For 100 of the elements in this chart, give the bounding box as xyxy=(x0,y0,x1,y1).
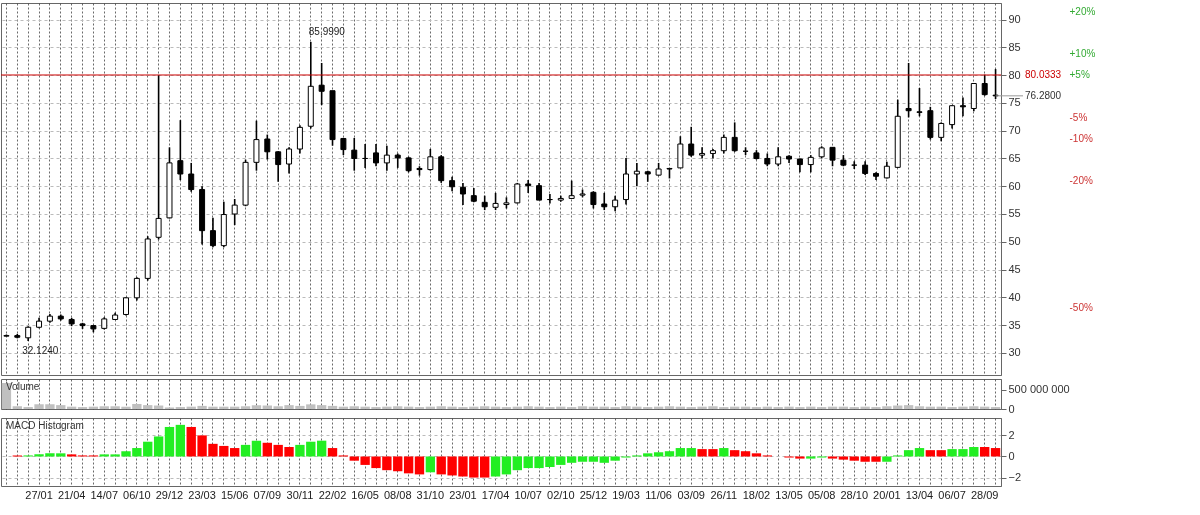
y2-tick-label: +5% xyxy=(1069,69,1090,81)
x-tick-label: 28/09 xyxy=(970,488,999,501)
y-tick-label: 60 xyxy=(1008,179,1021,192)
bar xyxy=(719,448,729,457)
bar xyxy=(730,450,740,457)
x-tick-label: 08/08 xyxy=(383,488,412,501)
candlestick xyxy=(459,182,466,206)
bar xyxy=(751,453,762,457)
candlestick xyxy=(296,124,303,155)
bar xyxy=(414,456,425,475)
candlestick xyxy=(677,135,684,169)
candlestick xyxy=(731,121,738,153)
y2-tick-label: +10% xyxy=(1069,47,1096,59)
candlestick xyxy=(905,62,912,119)
y-tick-label: 500 000 000 xyxy=(1008,383,1070,396)
candlestick xyxy=(568,179,575,200)
bar xyxy=(980,446,990,457)
x-tick-label: 28/10 xyxy=(840,488,869,501)
bar xyxy=(882,456,892,462)
x-tick-label: 03/09 xyxy=(677,488,705,501)
x-tick-label: 26/11 xyxy=(710,488,738,501)
y-tick-label: 75 xyxy=(1008,96,1021,109)
bar xyxy=(164,426,175,457)
y-tick-label: 40 xyxy=(1008,290,1021,303)
bar xyxy=(936,450,946,457)
bar xyxy=(566,456,577,463)
x-tick-label: 20/01 xyxy=(873,488,901,501)
x-tick-label: 29/12 xyxy=(155,488,184,501)
bar xyxy=(251,405,262,409)
candlestick xyxy=(253,119,260,172)
x-tick-label: 02/10 xyxy=(547,488,575,501)
bar xyxy=(588,456,599,462)
candlestick xyxy=(188,162,195,193)
bar xyxy=(903,450,914,457)
candlestick xyxy=(601,192,608,211)
ref-line-label: 80.0333 xyxy=(1025,68,1062,80)
x-tick-label: 06/07 xyxy=(938,488,966,501)
bar xyxy=(327,448,338,457)
candlestick xyxy=(981,73,988,97)
candlestick xyxy=(275,150,282,183)
x-tick-label: 07/09 xyxy=(253,488,282,501)
y-tick-label: 45 xyxy=(1008,263,1021,276)
y2-tick-label: -5% xyxy=(1069,111,1088,123)
x-tick-label: 06/10 xyxy=(123,488,151,501)
candlestick xyxy=(351,137,358,172)
candlestick xyxy=(851,160,858,170)
bar xyxy=(653,452,664,457)
candlestick xyxy=(231,198,238,226)
y-tick-label: 50 xyxy=(1008,235,1021,248)
y-tick-label: −2 xyxy=(1008,471,1022,484)
x-tick-label: 23/01 xyxy=(449,488,477,501)
x-tick-label: 30/11 xyxy=(286,488,314,501)
text: 76.2800 xyxy=(1025,89,1062,101)
y-tick-label: 0 xyxy=(1008,402,1015,415)
y-tick-label: 55 xyxy=(1008,207,1021,220)
bar xyxy=(664,451,675,457)
bar xyxy=(838,456,849,460)
x-tick-label: 17/04 xyxy=(481,488,510,501)
bar xyxy=(675,448,686,457)
x-tick-label: 19/03 xyxy=(612,488,640,501)
candlestick xyxy=(264,133,271,161)
bar xyxy=(501,456,512,475)
x-tick-label: 10/07 xyxy=(514,488,542,501)
y-tick-label: 65 xyxy=(1008,151,1021,164)
y2-tick-label: -10% xyxy=(1069,132,1093,144)
candlestick xyxy=(383,144,390,172)
candlestick xyxy=(775,146,782,168)
candlestick xyxy=(959,96,966,118)
y-tick-label: 35 xyxy=(1008,318,1021,331)
bar xyxy=(903,405,914,409)
bar xyxy=(66,454,77,457)
x-tick-label: 15/06 xyxy=(220,488,249,501)
bar xyxy=(914,406,925,409)
bar xyxy=(990,448,1001,457)
bar xyxy=(914,448,925,457)
candlestick xyxy=(949,104,956,130)
bar xyxy=(240,444,251,457)
bar xyxy=(153,436,164,457)
bar xyxy=(240,406,251,409)
bar xyxy=(251,440,262,457)
bar xyxy=(740,451,751,457)
x-tick-label: 27/01 xyxy=(25,488,53,501)
x-tick-label: 14/07 xyxy=(90,488,119,501)
bar xyxy=(577,406,588,409)
candlestick xyxy=(123,296,129,317)
candlestick xyxy=(829,146,836,168)
x-tick-label: 31/10 xyxy=(416,488,445,501)
candlestick xyxy=(525,179,532,194)
y2-tick-label: -50% xyxy=(1069,302,1093,314)
bar xyxy=(425,456,436,473)
y-tick-label: 85 xyxy=(1008,40,1021,53)
annotation: 85.9990 xyxy=(308,25,346,37)
x-tick-label: 16/05 xyxy=(351,488,379,501)
bar xyxy=(806,456,816,459)
x-tick-label: 18/02 xyxy=(742,488,771,501)
bar xyxy=(925,450,936,457)
y2-tick-label: -20% xyxy=(1069,175,1093,187)
bar xyxy=(327,405,338,409)
bar xyxy=(316,405,327,409)
candlestick xyxy=(133,276,140,302)
